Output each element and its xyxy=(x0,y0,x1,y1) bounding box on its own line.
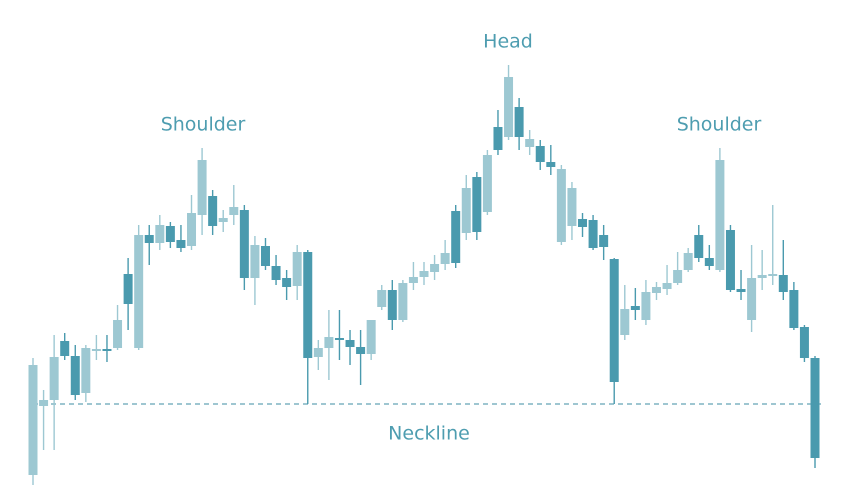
candle-body xyxy=(535,146,545,162)
annotation: Shoulder xyxy=(161,114,246,136)
candle-body xyxy=(757,275,767,278)
candle-body xyxy=(292,252,302,286)
candle-body xyxy=(419,271,429,277)
candle-body xyxy=(482,155,492,212)
candle-body xyxy=(60,341,70,356)
candle-body xyxy=(694,235,704,258)
candle-body xyxy=(493,127,503,150)
candle-body xyxy=(683,253,693,270)
annotations: Shoulder Head Shoulder Neckline xyxy=(161,31,762,445)
candle-body xyxy=(810,358,820,458)
candle-body xyxy=(620,309,630,335)
candle-body xyxy=(356,347,366,354)
annotation: Shoulder xyxy=(677,114,762,136)
candle-body xyxy=(377,290,387,307)
candle-body xyxy=(451,211,461,263)
candle-body xyxy=(567,188,577,226)
candle-body xyxy=(387,290,397,320)
candle-body xyxy=(768,274,778,276)
candle-body xyxy=(651,287,661,293)
candle-body xyxy=(599,235,609,247)
candle-body xyxy=(461,188,471,233)
candle-body xyxy=(345,340,355,347)
candle-body xyxy=(197,160,207,215)
annotation: Head xyxy=(483,31,533,53)
candle-body xyxy=(588,220,598,248)
candle-body xyxy=(313,348,323,357)
candle-body xyxy=(91,349,101,351)
candle-body xyxy=(155,225,165,243)
candle-body xyxy=(715,160,725,270)
candle-body xyxy=(39,400,49,406)
candle-body xyxy=(81,348,91,393)
candle-body xyxy=(239,210,249,278)
candle-body xyxy=(218,218,228,222)
candle-body xyxy=(725,230,735,290)
candle-body xyxy=(704,258,714,266)
candle-body xyxy=(366,320,376,354)
candle-body xyxy=(229,207,239,215)
candle-body xyxy=(250,245,260,278)
candle-body xyxy=(123,274,133,304)
candle-body xyxy=(102,349,112,351)
annotation: Neckline xyxy=(388,423,470,445)
candle-body xyxy=(641,292,651,320)
candle-body xyxy=(334,338,344,340)
candle-body xyxy=(134,235,144,348)
candle-body xyxy=(282,278,292,287)
candle-body xyxy=(472,177,482,232)
candle-body xyxy=(28,365,38,475)
candle-body xyxy=(187,213,197,246)
candle-body xyxy=(324,337,334,348)
candle-body xyxy=(578,219,588,227)
candle-body xyxy=(778,275,788,292)
candle-body xyxy=(113,320,123,348)
candle-body xyxy=(736,289,746,292)
candle-body xyxy=(546,162,556,167)
candle-body xyxy=(504,77,514,137)
candle-body xyxy=(408,277,418,283)
candle-body xyxy=(514,107,524,137)
candle-body xyxy=(165,226,175,242)
candle-body xyxy=(525,139,535,147)
candle-body xyxy=(609,259,619,382)
candle-body xyxy=(430,264,440,272)
candle-body xyxy=(49,357,59,400)
candle-body xyxy=(556,169,566,242)
candle-body xyxy=(789,290,799,328)
candle-body xyxy=(260,246,270,266)
candle-body xyxy=(747,278,757,320)
candle-body xyxy=(673,270,683,283)
candle-body xyxy=(303,252,313,358)
candle-body xyxy=(440,253,450,264)
candle-body xyxy=(398,283,408,320)
candle-body xyxy=(799,327,809,358)
candle-body xyxy=(176,240,186,248)
candle-body xyxy=(208,196,218,226)
candle-body xyxy=(70,356,80,395)
candle-body xyxy=(144,235,154,243)
candle-body xyxy=(662,283,672,289)
candle-body xyxy=(630,306,640,310)
candle-body xyxy=(271,266,281,280)
candles xyxy=(28,65,821,485)
